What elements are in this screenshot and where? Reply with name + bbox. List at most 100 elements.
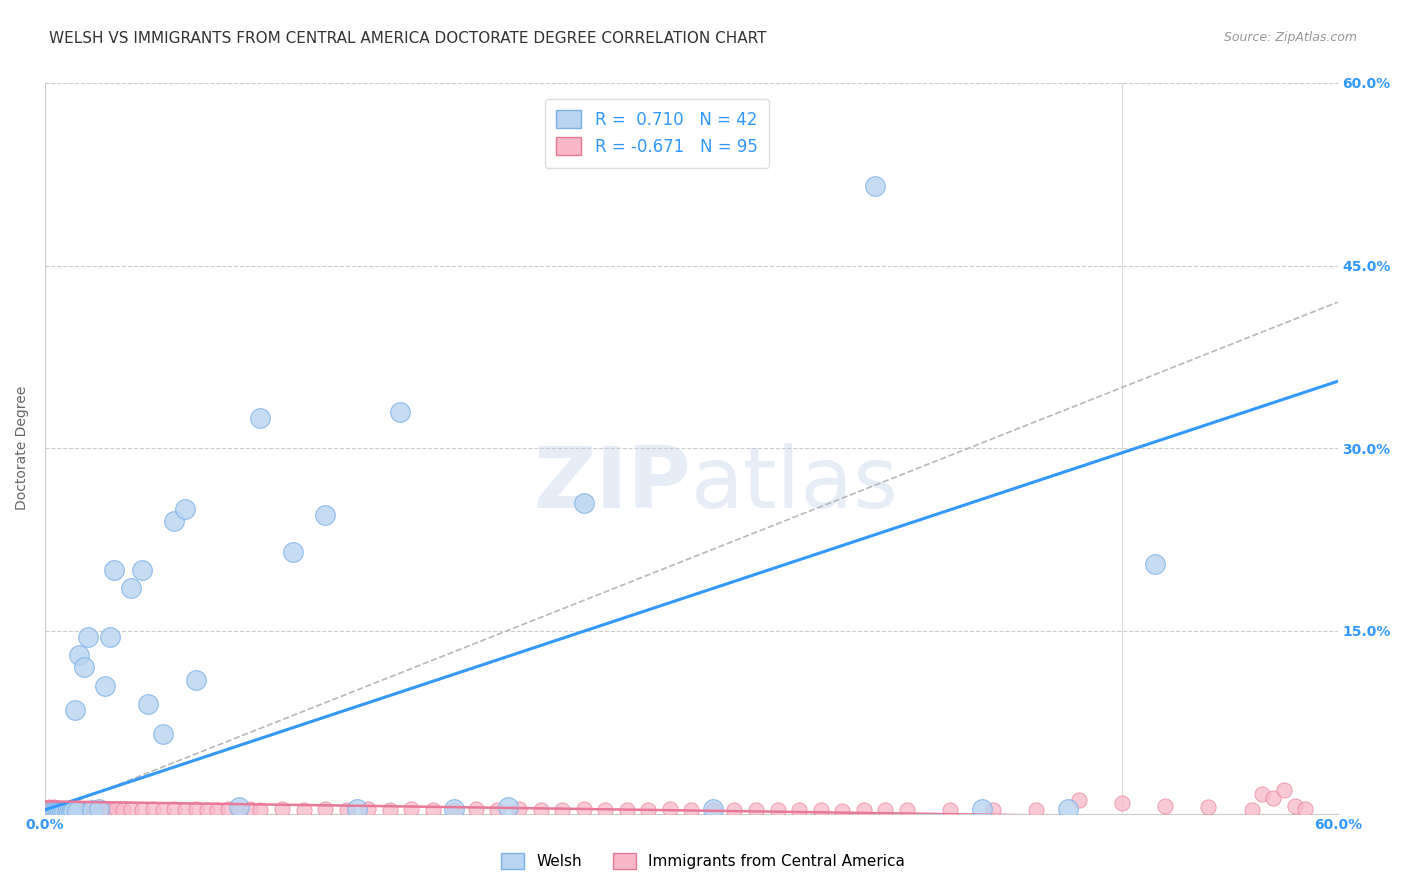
Point xyxy=(98,803,121,817)
Point xyxy=(49,804,72,818)
Text: Source: ZipAtlas.com: Source: ZipAtlas.com xyxy=(1223,31,1357,45)
Point xyxy=(658,802,681,816)
Point xyxy=(239,802,262,816)
Point xyxy=(572,496,595,510)
Point xyxy=(41,802,63,816)
Point xyxy=(896,803,918,817)
Point xyxy=(120,581,142,595)
Text: ZIP: ZIP xyxy=(534,443,692,526)
Point xyxy=(875,803,897,817)
Point xyxy=(58,802,80,816)
Point xyxy=(66,804,89,818)
Point xyxy=(1143,557,1166,571)
Point xyxy=(87,802,110,816)
Point xyxy=(1057,802,1080,816)
Point xyxy=(336,803,359,817)
Point xyxy=(1111,796,1133,810)
Point xyxy=(228,800,250,814)
Legend: Welsh, Immigrants from Central America: Welsh, Immigrants from Central America xyxy=(495,847,911,875)
Point xyxy=(59,802,82,816)
Text: WELSH VS IMMIGRANTS FROM CENTRAL AMERICA DOCTORATE DEGREE CORRELATION CHART: WELSH VS IMMIGRANTS FROM CENTRAL AMERICA… xyxy=(49,31,766,46)
Point xyxy=(766,803,789,817)
Point xyxy=(53,805,76,820)
Point xyxy=(863,179,886,194)
Point xyxy=(207,803,229,817)
Point xyxy=(66,803,89,817)
Point xyxy=(401,802,423,816)
Point xyxy=(787,803,810,817)
Point xyxy=(616,803,638,817)
Point xyxy=(45,802,67,816)
Point xyxy=(63,802,86,816)
Point xyxy=(702,803,724,817)
Point xyxy=(131,563,153,577)
Point xyxy=(184,673,207,687)
Point xyxy=(1294,802,1316,816)
Point xyxy=(831,804,853,818)
Point xyxy=(292,803,315,817)
Point xyxy=(75,803,97,817)
Point xyxy=(111,803,134,817)
Point xyxy=(46,802,69,816)
Point xyxy=(163,514,186,528)
Point xyxy=(69,648,91,663)
Point xyxy=(1272,783,1295,797)
Point xyxy=(120,802,142,816)
Point xyxy=(443,803,465,817)
Point xyxy=(51,805,73,820)
Point xyxy=(77,630,100,644)
Point xyxy=(508,802,530,816)
Text: atlas: atlas xyxy=(692,443,900,526)
Point xyxy=(38,800,60,814)
Point xyxy=(217,802,239,816)
Point xyxy=(681,803,703,817)
Point xyxy=(90,803,112,817)
Point xyxy=(1069,793,1091,807)
Point xyxy=(42,800,65,814)
Point xyxy=(105,802,128,816)
Point xyxy=(59,803,82,817)
Point xyxy=(49,803,72,817)
Point xyxy=(810,803,832,817)
Point xyxy=(271,802,294,816)
Point xyxy=(357,802,380,816)
Point xyxy=(249,410,271,425)
Point xyxy=(103,563,125,577)
Point xyxy=(86,802,108,816)
Point xyxy=(1154,799,1177,814)
Point xyxy=(41,805,63,820)
Point xyxy=(45,805,67,820)
Point xyxy=(981,803,1004,817)
Point xyxy=(174,803,197,817)
Point xyxy=(55,804,77,818)
Point xyxy=(152,727,174,741)
Point xyxy=(422,803,444,817)
Point xyxy=(389,405,412,419)
Point xyxy=(529,803,551,817)
Point xyxy=(51,802,73,816)
Point xyxy=(49,805,72,820)
Point xyxy=(42,803,65,817)
Point xyxy=(314,508,336,523)
Point xyxy=(195,803,218,817)
Point xyxy=(82,803,104,817)
Point xyxy=(314,802,336,816)
Point xyxy=(73,802,96,816)
Point xyxy=(69,802,91,816)
Point xyxy=(152,803,174,817)
Point xyxy=(63,703,86,717)
Point xyxy=(852,803,875,817)
Point xyxy=(281,545,304,559)
Point xyxy=(464,802,486,816)
Point xyxy=(46,803,69,817)
Point xyxy=(1198,800,1220,814)
Point xyxy=(142,802,165,816)
Point xyxy=(228,803,250,817)
Point xyxy=(723,803,745,817)
Point xyxy=(58,805,80,820)
Point xyxy=(1251,787,1274,801)
Point xyxy=(53,802,76,816)
Point xyxy=(94,802,117,816)
Point xyxy=(346,802,368,816)
Point xyxy=(55,803,77,817)
